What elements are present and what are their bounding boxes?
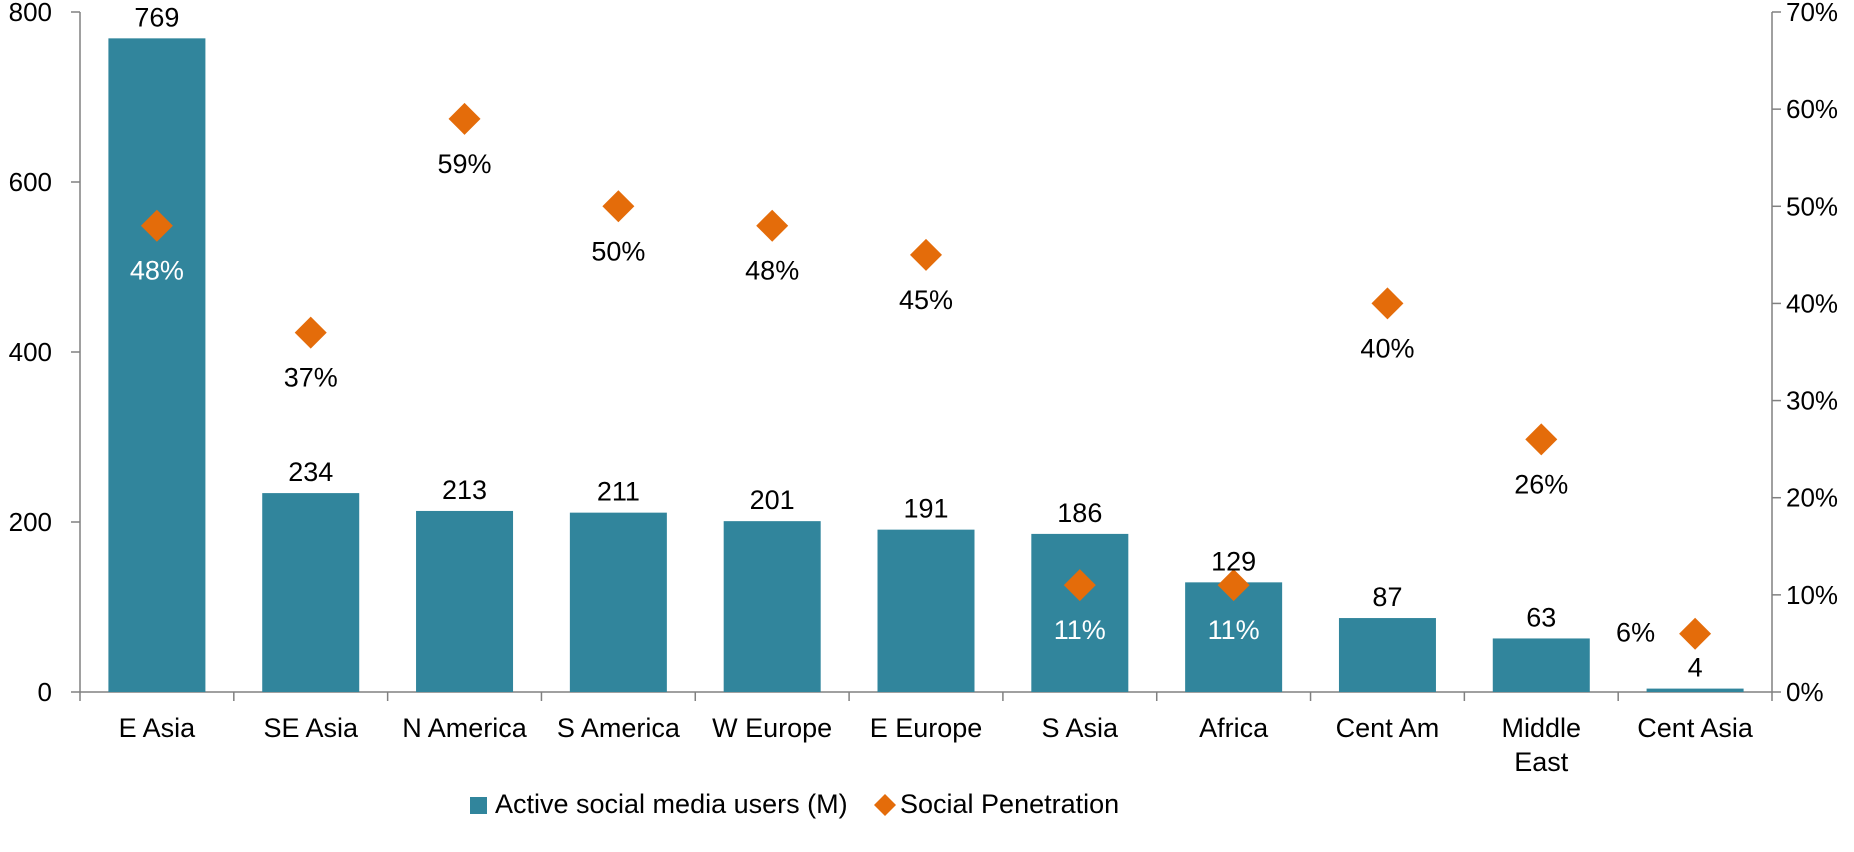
bar (569, 512, 667, 692)
penetration-value-label: 26% (1514, 469, 1568, 499)
penetration-marker (1679, 617, 1712, 650)
y-right-tick-label: 50% (1786, 191, 1838, 221)
bar-value-label: 63 (1526, 602, 1556, 632)
bar-series (108, 38, 1744, 693)
bar (416, 510, 514, 692)
bar-value-label: 186 (1057, 498, 1102, 528)
bar (1031, 533, 1129, 692)
bar (1646, 688, 1744, 692)
x-tick-label: Cent Am (1336, 713, 1440, 743)
x-tick-label: SE Asia (263, 713, 359, 743)
legend-label-bar: Active social media users (M) (495, 789, 848, 819)
y-left-tick-label: 600 (9, 167, 52, 197)
x-tick-label: Middle East (1501, 713, 1581, 777)
legend: Active social media users (M) Social Pene… (470, 789, 1119, 819)
penetration-marker (1371, 287, 1404, 320)
x-tick-label: E Asia (119, 713, 197, 743)
y-left-tick-label: 800 (9, 0, 52, 27)
y-right-tick-label: 10% (1786, 580, 1838, 610)
bar-value-label: 87 (1372, 582, 1402, 612)
penetration-value-label: 50% (591, 236, 645, 266)
bar (1338, 618, 1436, 692)
bar (723, 521, 821, 692)
data-labels: 769 234 213 211 201 191 186 129 87 63 4 48% 37% 59% 50… (130, 2, 1703, 682)
bar-value-label: 4 (1688, 653, 1703, 683)
penetration-value-label: 45% (899, 285, 953, 315)
legend-swatch-bar (470, 797, 487, 814)
penetration-value-label: 11% (1208, 615, 1260, 645)
penetration-marker (910, 238, 942, 271)
penetration-value-label: 37% (284, 363, 338, 393)
penetration-marker (294, 316, 327, 349)
y-left-tick-label: 400 (9, 337, 52, 367)
penetration-value-label: 11% (1054, 615, 1106, 645)
penetration-value-label: 40% (1360, 333, 1414, 363)
bar-value-label: 201 (750, 485, 795, 515)
x-tick-label: W Europe (712, 713, 832, 743)
penetration-marker (1063, 569, 1096, 602)
y-left-tick-label: 200 (9, 507, 52, 537)
axes: 0 200 400 600 800 0% 10% 20% 30% 40% 50% 60% 70% E As… (9, 0, 1838, 777)
penetration-value-label: 6% (1616, 618, 1655, 648)
bar-value-label: 129 (1211, 546, 1256, 576)
penetration-marker (756, 209, 789, 242)
penetration-marker (448, 102, 481, 135)
y-right-tick-label: 70% (1786, 0, 1838, 27)
y-right-tick-label: 20% (1786, 483, 1838, 513)
bar-value-label: 769 (134, 2, 179, 32)
bar-value-label: 213 (442, 475, 487, 505)
bar-value-label: 211 (597, 477, 640, 507)
y-left-tick-label: 0 (38, 677, 52, 707)
x-tick-label: S Asia (1042, 713, 1120, 743)
penetration-value-label: 59% (438, 149, 492, 179)
bar (262, 493, 360, 692)
x-tick-label: Cent Asia (1637, 713, 1754, 743)
x-tick-label: N America (402, 713, 528, 743)
y-right-tick-label: 60% (1786, 94, 1838, 124)
bar-value-label: 234 (288, 457, 333, 487)
penetration-value-label: 48% (130, 256, 184, 286)
x-tick-label: E Europe (870, 713, 983, 743)
bar (877, 529, 975, 692)
x-tick-label: S America (557, 713, 681, 743)
penetration-marker (602, 190, 635, 223)
penetration-value-label: 48% (745, 256, 799, 286)
penetration-marker (1525, 423, 1558, 456)
y-right-tick-label: 0% (1786, 677, 1824, 707)
y-right-tick-label: 30% (1786, 386, 1838, 416)
legend-swatch-marker (874, 794, 896, 816)
bar-value-label: 191 (903, 494, 948, 524)
penetration-marker (1217, 569, 1250, 602)
x-tick-label: Africa (1199, 713, 1269, 743)
bar (1492, 638, 1590, 692)
marker-series (140, 102, 1712, 650)
bar (108, 38, 206, 693)
penetration-marker (140, 209, 173, 242)
y-right-tick-label: 40% (1786, 288, 1838, 318)
legend-label-marker: Social Penetration (900, 789, 1119, 819)
